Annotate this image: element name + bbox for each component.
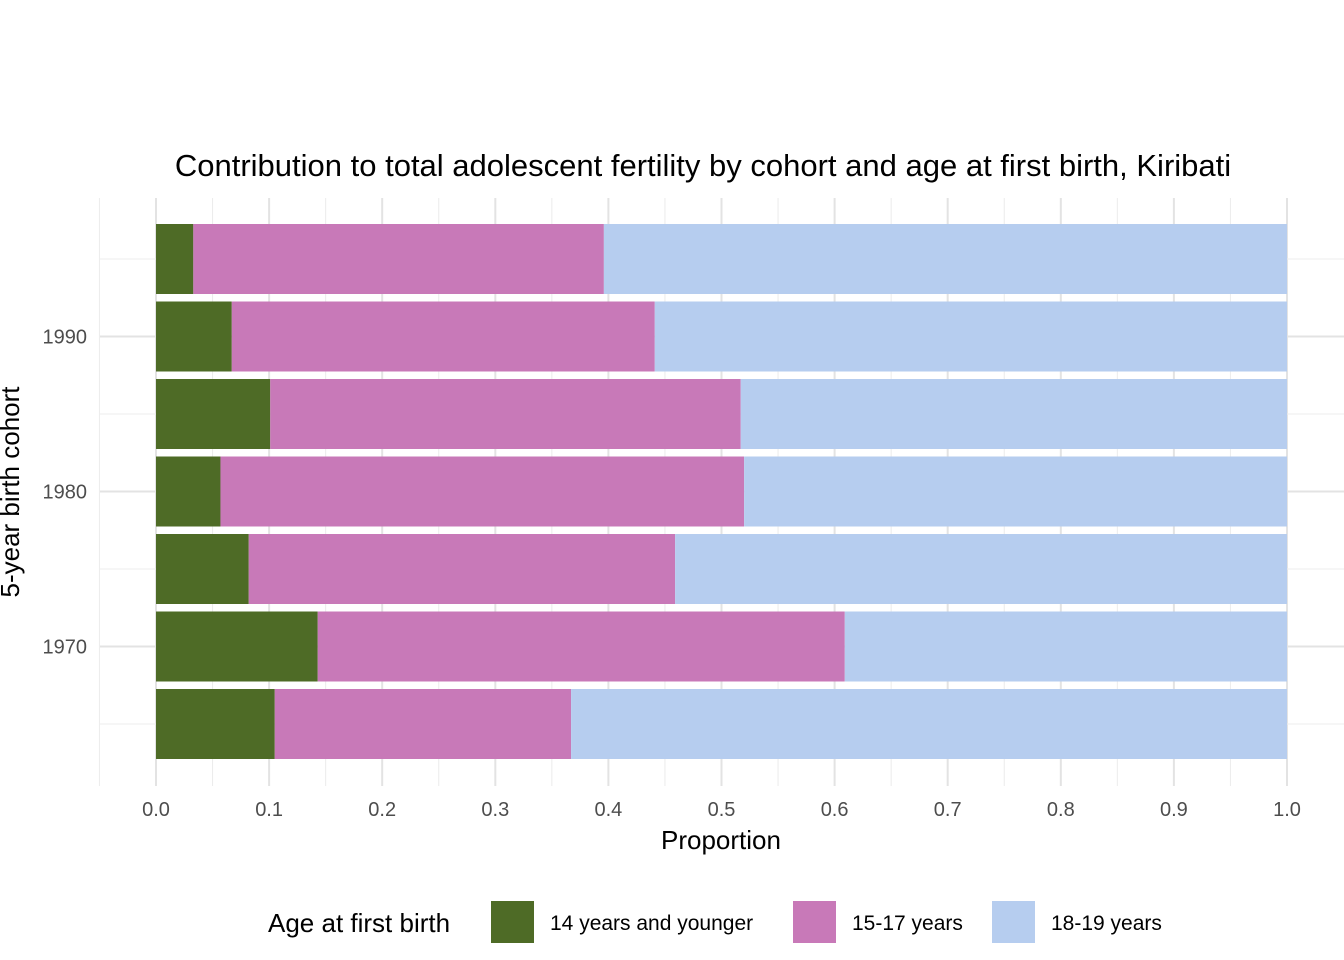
legend-key-0 [491, 901, 534, 943]
chart-title: Contribution to total adolescent fertili… [175, 148, 1231, 183]
bar-1995-series-1 [193, 224, 604, 294]
x-tick-label: 0.3 [481, 799, 509, 821]
legend: Age at first birth 14 years and younger 1… [268, 901, 1162, 943]
bar-1975-series-0 [156, 534, 249, 604]
x-tick-label: 1.0 [1273, 799, 1301, 821]
bar-1995-series-0 [156, 224, 194, 294]
bar-1970-series-2 [844, 611, 1287, 682]
bar-1965-series-1 [274, 689, 572, 759]
bar-1985-series-0 [156, 379, 271, 449]
bar-1990-series-1 [231, 301, 655, 372]
bar-1985-series-1 [270, 379, 741, 449]
bar-1980-series-1 [220, 456, 745, 527]
bar-1980-series-0 [156, 456, 221, 527]
y-tick-label: 1980 [43, 482, 88, 504]
y-tick-label: 1970 [43, 637, 88, 659]
bar-1980-series-2 [744, 456, 1287, 527]
bar-1990-series-2 [654, 301, 1287, 372]
y-tick-label: 1990 [43, 327, 88, 349]
bar-1965-series-0 [156, 689, 275, 759]
x-tick-label: 0.8 [1047, 799, 1075, 821]
y-axis-title: 5-year birth cohort [0, 386, 25, 598]
x-tick-label: 0.1 [255, 799, 283, 821]
x-tick-label: 0.2 [368, 799, 396, 821]
legend-title: Age at first birth [268, 908, 450, 938]
bar-1965-series-2 [571, 689, 1287, 759]
bar-1975-series-1 [248, 534, 676, 604]
bar-1975-series-2 [675, 534, 1287, 604]
bar-1985-series-2 [740, 379, 1287, 449]
axes: 0.0 0.1 0.2 0.3 0.4 0.5 0.6 0.7 0.8 0.9 1.0 1970 198… [43, 327, 1301, 822]
legend-key-2 [992, 901, 1035, 943]
bars [156, 224, 1287, 759]
legend-label-0: 14 years and younger [550, 912, 753, 935]
x-tick-label: 0.0 [142, 799, 170, 821]
x-tick-label: 0.9 [1160, 799, 1188, 821]
bar-1995-series-2 [603, 224, 1287, 294]
x-tick-label: 0.7 [934, 799, 962, 821]
bar-1970-series-1 [317, 611, 845, 682]
x-tick-label: 0.5 [708, 799, 736, 821]
bar-1990-series-0 [156, 301, 232, 372]
x-axis-title: Proportion [661, 825, 781, 855]
legend-label-2: 18-19 years [1051, 912, 1162, 935]
x-tick-label: 0.6 [821, 799, 849, 821]
legend-label-1: 15-17 years [852, 912, 963, 935]
x-tick-label: 0.4 [594, 799, 622, 821]
bar-1970-series-0 [156, 611, 318, 682]
legend-key-1 [793, 901, 836, 943]
